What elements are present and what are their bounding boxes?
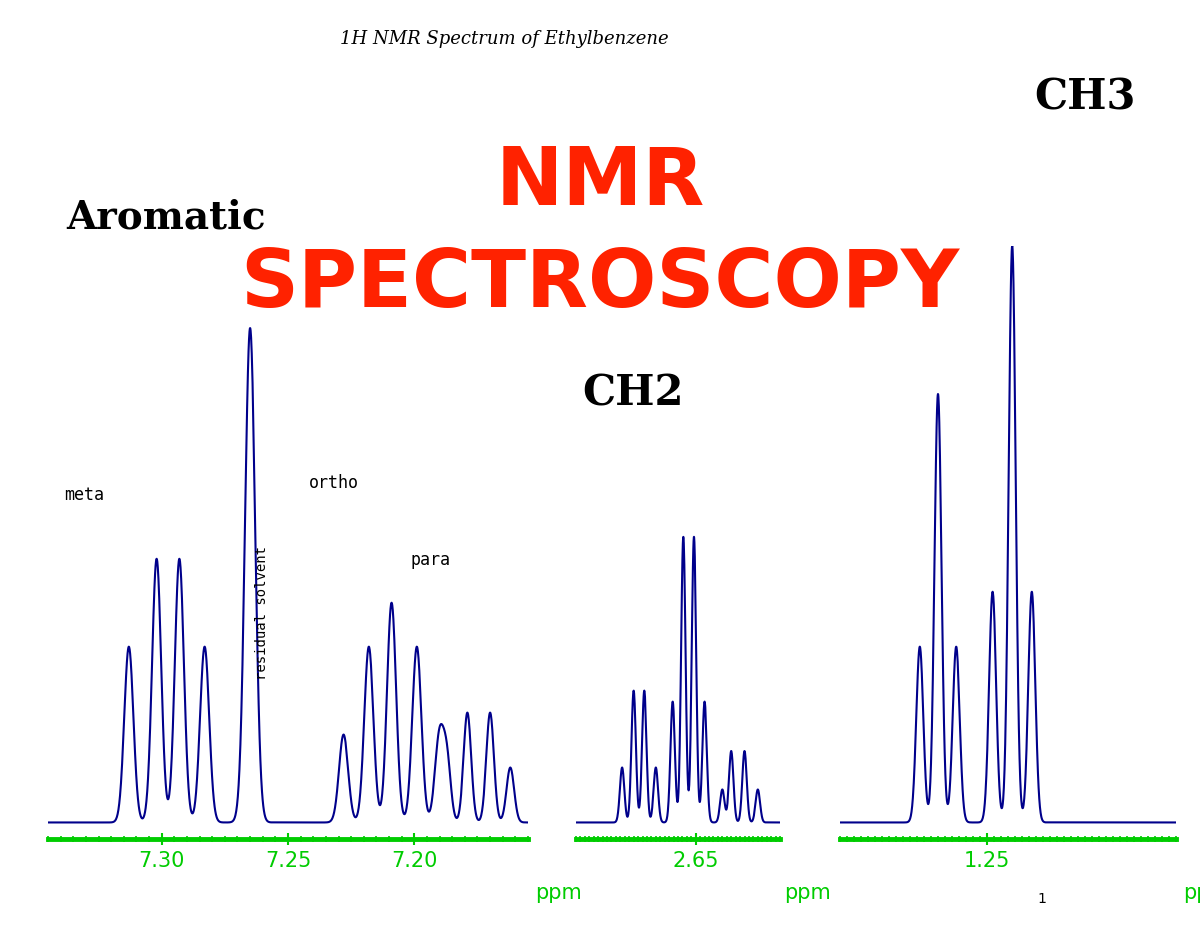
Text: Aromatic: Aromatic [66,199,265,236]
Text: CH2: CH2 [582,373,684,415]
Text: 1: 1 [1037,893,1046,907]
Text: ppm: ppm [535,883,582,904]
Text: ppm: ppm [784,883,830,904]
Text: SPECTROSCOPY: SPECTROSCOPY [240,247,960,324]
Text: para: para [410,551,450,569]
Text: NMR: NMR [496,145,704,222]
Text: residual solvent: residual solvent [254,547,269,680]
Text: 1H NMR Spectrum of Ethylbenzene: 1H NMR Spectrum of Ethylbenzene [340,30,668,47]
Text: meta: meta [64,486,104,504]
Text: ppm: ppm [1183,883,1200,904]
Text: ortho: ortho [308,474,359,492]
Text: CH3: CH3 [1034,76,1135,119]
